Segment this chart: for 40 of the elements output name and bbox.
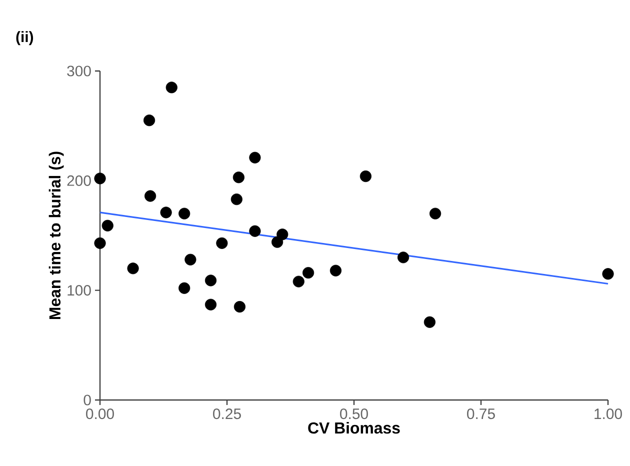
- x-tick-label: 0.75: [467, 408, 495, 420]
- point: [249, 225, 261, 237]
- point: [230, 194, 242, 206]
- x-tick-label: 0.25: [213, 408, 241, 420]
- point: [204, 298, 217, 310]
- point: [144, 190, 156, 202]
- point: [276, 228, 288, 240]
- y-tick-label: 300: [67, 66, 91, 76]
- y-axis-title: Mean time to burial (s): [48, 152, 64, 320]
- point: [360, 170, 372, 182]
- point: [143, 114, 156, 126]
- point: [602, 268, 614, 280]
- point: [204, 274, 217, 286]
- chart-title: (ii): [16, 31, 34, 46]
- point: [330, 264, 342, 276]
- point: [127, 262, 139, 274]
- y-tick-label: 200: [67, 175, 91, 186]
- point: [102, 220, 114, 232]
- point: [216, 237, 228, 249]
- y-tick-label: 100: [68, 285, 91, 296]
- point: [160, 206, 172, 218]
- point: [424, 316, 436, 328]
- point: [94, 172, 106, 184]
- point: [94, 237, 106, 249]
- x-axis-title: CV Biomass: [308, 422, 400, 434]
- point: [178, 282, 190, 294]
- point: [429, 208, 442, 220]
- point: [166, 82, 178, 94]
- x-tick-label: 0.50: [340, 408, 368, 420]
- x-tick-label: 1.00: [594, 408, 622, 420]
- y-tick-label: 0: [84, 394, 91, 406]
- point: [397, 252, 410, 264]
- point: [178, 208, 190, 220]
- point: [232, 172, 244, 184]
- point: [249, 152, 261, 164]
- point: [234, 300, 246, 313]
- point: [184, 254, 196, 266]
- point: [292, 276, 304, 288]
- x-tick-label: 0.00: [86, 408, 114, 420]
- point: [302, 266, 314, 279]
